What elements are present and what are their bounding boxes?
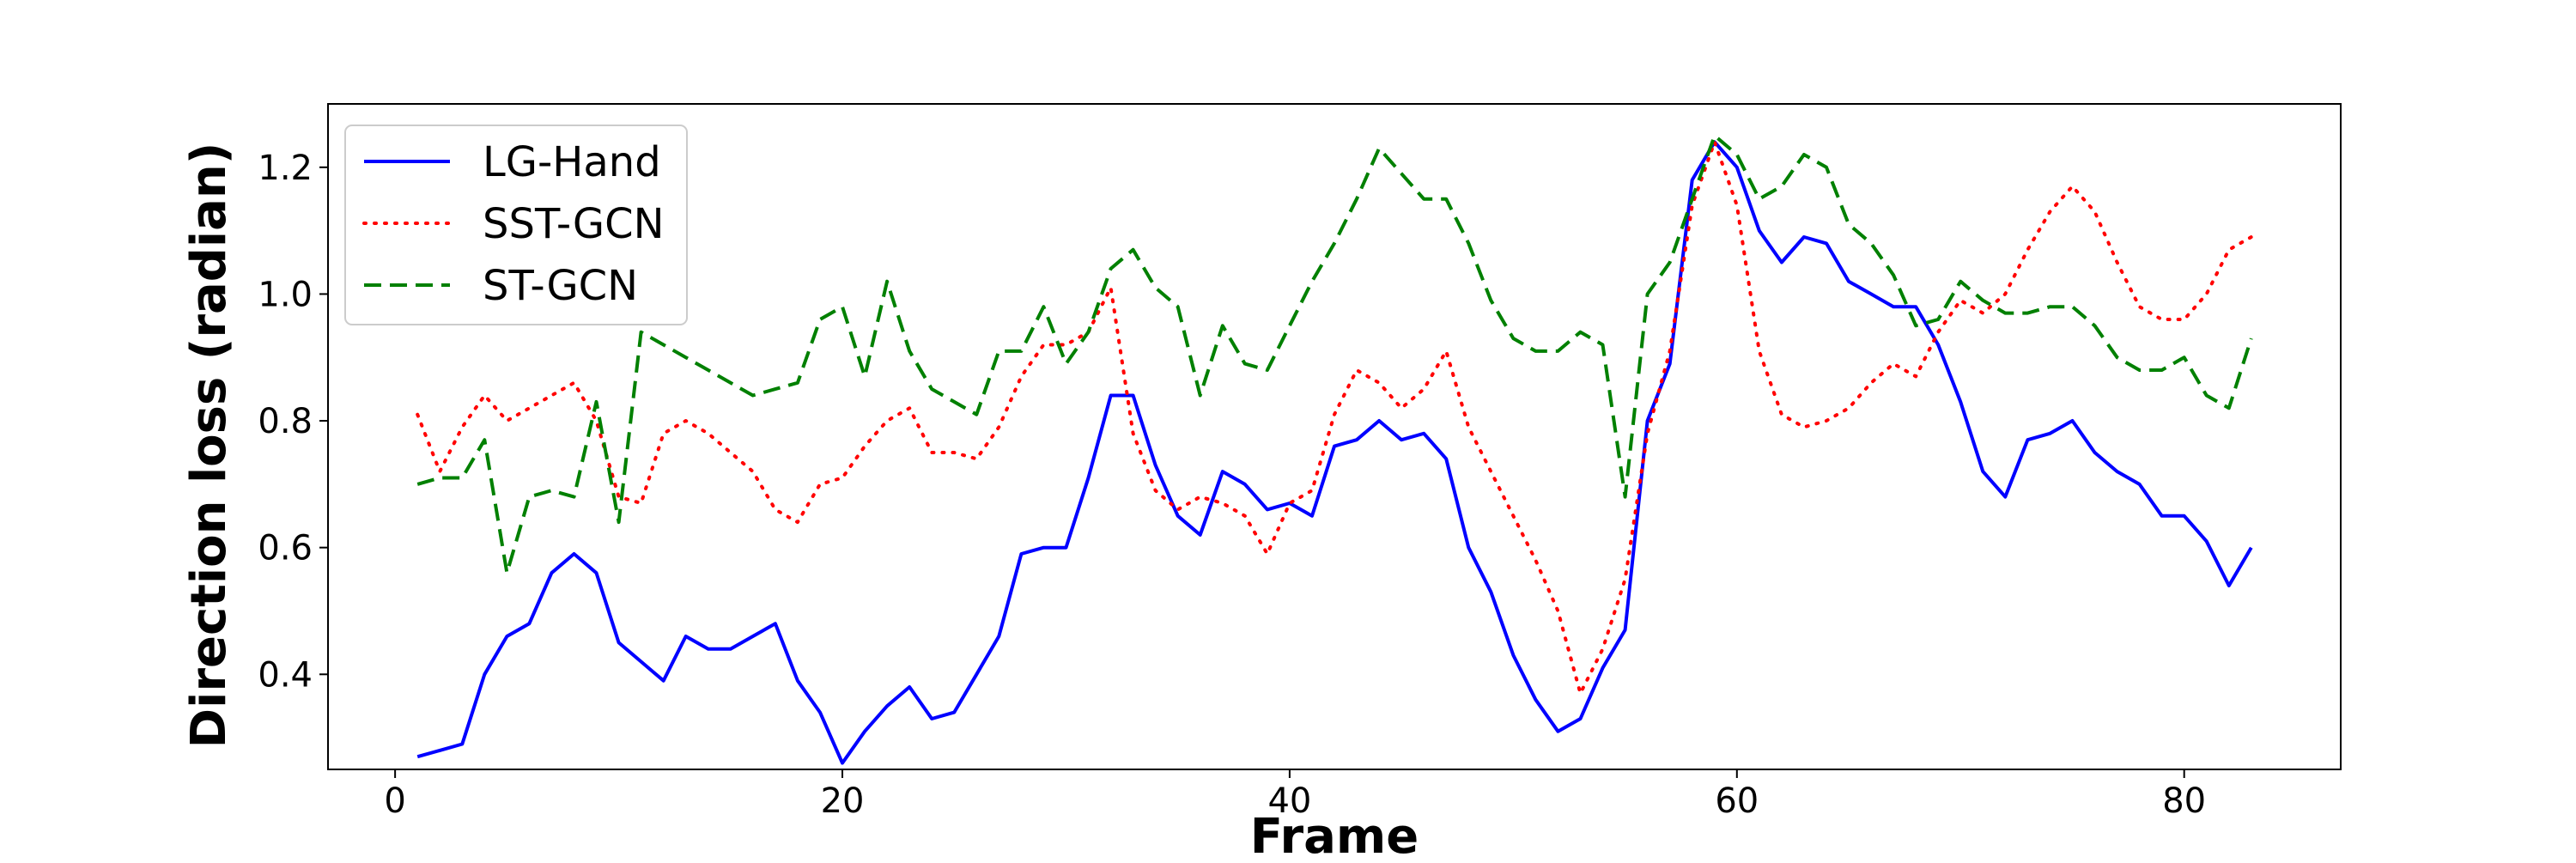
legend-label: ST-GCN: [483, 262, 638, 310]
series-line-sst-gcn: [416, 140, 2253, 696]
y-tick-label: 0.4: [258, 655, 313, 695]
y-axis-title: Direction loss (radian): [181, 143, 237, 749]
y-tick-label: 0.6: [258, 529, 313, 568]
x-tick-label: 60: [1715, 781, 1759, 821]
legend-label: LG-Hand: [483, 138, 661, 186]
axis-ticks: 0 20 40 60 80 0.4 0.6 0.8 1.0 1.2: [258, 149, 2206, 821]
series-line-lg-hand: [416, 140, 2253, 765]
series-line-st-gcn: [416, 133, 2253, 575]
legend-label: SST-GCN: [483, 200, 665, 248]
x-tick-label: 40: [1267, 781, 1311, 821]
x-tick-label: 20: [821, 781, 865, 821]
y-tick-label: 1.2: [258, 149, 313, 188]
legend: LG-Hand SST-GCN ST-GCN: [344, 125, 688, 325]
y-tick-label: 1.0: [258, 275, 313, 314]
x-axis-title: Frame: [1250, 809, 1419, 859]
plot-area-frame: [327, 103, 2342, 770]
x-tick-label: 80: [2162, 781, 2206, 821]
series-layer: [416, 133, 2253, 765]
y-tick-label: 0.8: [258, 402, 313, 441]
legend-box: [344, 125, 688, 325]
x-tick-label: 0: [384, 781, 405, 821]
